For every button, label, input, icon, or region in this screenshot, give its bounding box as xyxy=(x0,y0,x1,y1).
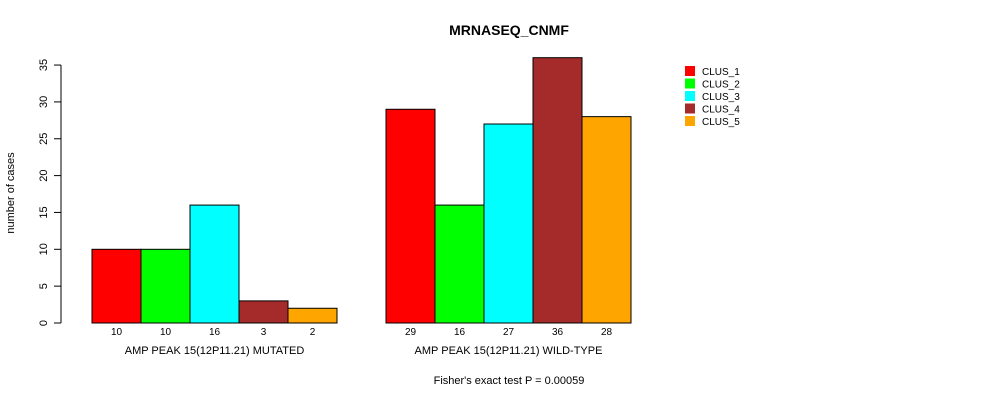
bar-count-label: 29 xyxy=(405,327,417,338)
bar-clus-5 xyxy=(287,307,338,324)
bar-clus-1 xyxy=(91,248,142,324)
count-labels: 10 10 16 3 2 29 16 27 36 28 xyxy=(111,327,613,338)
y-tick-label: 25 xyxy=(38,133,50,145)
legend-swatch xyxy=(685,78,695,89)
y-tick-label: 35 xyxy=(38,59,50,71)
bar-count-label: 16 xyxy=(454,327,466,338)
group-label: AMP PEAK 15(12P11.21) MUTATED xyxy=(125,345,305,357)
group-labels: AMP PEAK 15(12P11.21) MUTATED AMP PEAK 15… xyxy=(125,345,603,357)
y-tick-label: 0 xyxy=(38,320,50,326)
bar-count-label: 16 xyxy=(209,327,221,338)
y-tick-label: 10 xyxy=(38,243,50,255)
y-axis-label: number of cases xyxy=(5,152,17,234)
bar-count-label: 2 xyxy=(310,327,316,338)
y-tick-label: 5 xyxy=(38,283,50,289)
y-tick-label: 15 xyxy=(38,206,50,218)
bar-count-label: 36 xyxy=(552,327,564,338)
legend-swatch xyxy=(685,66,695,76)
bar-count-label: 10 xyxy=(111,327,123,338)
bar-clus-3 xyxy=(189,204,240,324)
bar-count-label: 10 xyxy=(160,327,172,338)
fisher-test-footnote: Fisher's exact test P = 0.00059 xyxy=(434,375,585,387)
y-tick-label: 20 xyxy=(38,169,50,181)
y-tick-label: 30 xyxy=(38,96,50,108)
legend-label: CLUS_3 xyxy=(702,92,740,103)
legend-swatch xyxy=(685,116,695,126)
legend-swatch xyxy=(685,103,695,114)
y-axis: 0 5 10 15 20 25 30 35 xyxy=(38,59,62,326)
legend-label: CLUS_2 xyxy=(702,80,740,91)
bar-clus-3 xyxy=(483,123,534,324)
bars xyxy=(91,57,632,324)
bar-count-label: 3 xyxy=(261,327,267,338)
legend-label: CLUS_1 xyxy=(702,67,740,78)
legend-swatch xyxy=(685,91,695,101)
bar-clus-2 xyxy=(140,248,191,324)
bar-count-label: 28 xyxy=(601,327,613,338)
bar-count-label: 27 xyxy=(503,327,515,338)
group-label: AMP PEAK 15(12P11.21) WILD-TYPE xyxy=(415,345,603,357)
bar-clus-5 xyxy=(581,116,632,324)
bar-clus-4 xyxy=(532,57,583,324)
chart-title: MRNASEQ_CNMF xyxy=(449,22,569,38)
legend-label: CLUS_5 xyxy=(702,117,740,128)
bar-clus-1 xyxy=(385,108,436,324)
bar-clus-4 xyxy=(238,300,289,324)
bar-clus-2 xyxy=(434,204,485,324)
legend-label: CLUS_4 xyxy=(702,105,740,116)
